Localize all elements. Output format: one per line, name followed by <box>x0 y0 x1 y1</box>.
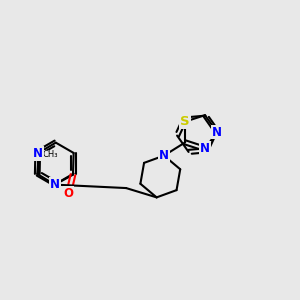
Text: N: N <box>200 142 210 155</box>
Text: CH₃: CH₃ <box>42 150 58 159</box>
Text: N: N <box>159 149 169 162</box>
Text: N: N <box>33 147 43 160</box>
Text: N: N <box>212 125 222 139</box>
Text: S: S <box>180 115 190 128</box>
Text: O: O <box>64 187 74 200</box>
Text: N: N <box>50 178 60 191</box>
